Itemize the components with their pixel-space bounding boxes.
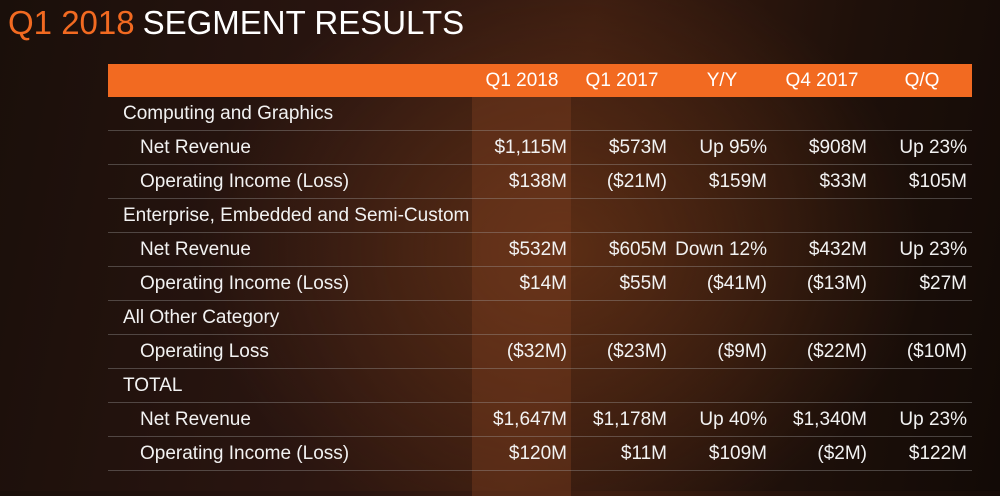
table-row: Operating Income (Loss) $120M $11M $109M ($2… xyxy=(108,436,972,471)
value-cell: $605M xyxy=(572,232,672,267)
value-cell xyxy=(872,300,972,335)
value-cell: $105M xyxy=(872,164,972,199)
value-cell: $573M xyxy=(572,130,672,165)
header-cell: Q1 2017 xyxy=(572,64,672,97)
value-cell: ($23M) xyxy=(572,334,672,369)
value-cell xyxy=(872,368,972,403)
table-row: Operating Income (Loss) $138M ($21M) $159M $… xyxy=(108,164,972,199)
value-cell xyxy=(672,198,772,233)
value-cell: Up 23% xyxy=(872,232,972,267)
header-cell: Q1 2018 xyxy=(472,64,572,97)
table-row: Net Revenue $532M $605M Down 12% $432M Up 23% xyxy=(108,232,972,267)
value-cell xyxy=(672,300,772,335)
value-cell: ($32M) xyxy=(472,334,572,369)
row-label: Net Revenue xyxy=(108,130,472,165)
table-body: Computing and Graphics Net Revenue $1,115M… xyxy=(108,97,972,471)
group-label: All Other Category xyxy=(108,300,472,335)
group-row: Computing and Graphics xyxy=(108,97,972,131)
value-cell: Up 40% xyxy=(672,402,772,437)
header-row: Q1 2018 Q1 2017 Y/Y Q4 2017 Q/Q xyxy=(108,64,972,97)
value-cell xyxy=(472,368,572,403)
value-cell: ($21M) xyxy=(572,164,672,199)
header-cell: Q4 2017 xyxy=(772,64,872,97)
value-cell: $138M xyxy=(472,164,572,199)
group-row: Enterprise, Embedded and Semi-Custom xyxy=(108,198,972,233)
value-cell: $1,178M xyxy=(572,402,672,437)
value-cell xyxy=(772,198,872,233)
table-row: Net Revenue $1,647M $1,178M Up 40% $1,340M Up… xyxy=(108,402,972,437)
value-cell: Up 23% xyxy=(872,402,972,437)
group-label: Computing and Graphics xyxy=(108,97,472,131)
row-label: Net Revenue xyxy=(108,402,472,437)
value-cell: ($2M) xyxy=(772,436,872,471)
value-cell: ($22M) xyxy=(772,334,872,369)
value-cell xyxy=(772,97,872,131)
value-cell: ($9M) xyxy=(672,334,772,369)
row-label: Operating Income (Loss) xyxy=(108,266,472,301)
value-cell xyxy=(872,97,972,131)
value-cell: $1,647M xyxy=(472,402,572,437)
value-cell: $33M xyxy=(772,164,872,199)
value-cell: $908M xyxy=(772,130,872,165)
value-cell: $14M xyxy=(472,266,572,301)
value-cell: Down 12% xyxy=(672,232,772,267)
value-cell xyxy=(872,198,972,233)
value-cell: $432M xyxy=(772,232,872,267)
header-cell: Y/Y xyxy=(672,64,772,97)
value-cell xyxy=(472,97,572,131)
value-cell: Up 23% xyxy=(872,130,972,165)
slide-title: Q1 2018 SEGMENT RESULTS xyxy=(8,0,464,46)
row-label: Net Revenue xyxy=(108,232,472,267)
table-row: Operating Income (Loss) $14M $55M ($41M) ($1… xyxy=(108,266,972,301)
row-label: Operating Income (Loss) xyxy=(108,436,472,471)
value-cell xyxy=(672,97,772,131)
value-cell: $1,115M xyxy=(472,130,572,165)
title-main: SEGMENT RESULTS xyxy=(142,4,465,41)
value-cell xyxy=(472,300,572,335)
row-label: Operating Loss xyxy=(108,334,472,369)
segment-results-table: Q1 2018 Q1 2017 Y/Y Q4 2017 Q/Q Computing an… xyxy=(108,64,972,496)
table-row: Net Revenue $1,115M $573M Up 95% $908M Up 23% xyxy=(108,130,972,165)
value-cell xyxy=(572,368,672,403)
value-cell: $109M xyxy=(672,436,772,471)
group-row: All Other Category xyxy=(108,300,972,335)
value-cell: $532M xyxy=(472,232,572,267)
value-cell: ($10M) xyxy=(872,334,972,369)
title-accent: Q1 2018 xyxy=(8,4,135,41)
group-label: Enterprise, Embedded and Semi-Custom xyxy=(108,198,472,233)
group-label: TOTAL xyxy=(108,368,472,403)
value-cell: ($13M) xyxy=(772,266,872,301)
value-cell: $159M xyxy=(672,164,772,199)
value-cell xyxy=(472,198,572,233)
header-cell: Q/Q xyxy=(872,64,972,97)
value-cell: $55M xyxy=(572,266,672,301)
header-cell-label xyxy=(108,64,472,97)
value-cell: $1,340M xyxy=(772,402,872,437)
value-cell: $122M xyxy=(872,436,972,471)
group-row: TOTAL xyxy=(108,368,972,403)
value-cell xyxy=(572,97,672,131)
value-cell xyxy=(572,198,672,233)
results-table: Q1 2018 Q1 2017 Y/Y Q4 2017 Q/Q Computing an… xyxy=(108,64,972,471)
value-cell: $11M xyxy=(572,436,672,471)
value-cell xyxy=(572,300,672,335)
value-cell xyxy=(772,300,872,335)
table-header: Q1 2018 Q1 2017 Y/Y Q4 2017 Q/Q xyxy=(108,64,972,97)
value-cell: $27M xyxy=(872,266,972,301)
value-cell: Up 95% xyxy=(672,130,772,165)
value-cell xyxy=(772,368,872,403)
value-cell: $120M xyxy=(472,436,572,471)
value-cell xyxy=(672,368,772,403)
row-label: Operating Income (Loss) xyxy=(108,164,472,199)
value-cell: ($41M) xyxy=(672,266,772,301)
table-row: Operating Loss ($32M) ($23M) ($9M) ($22M) ($1… xyxy=(108,334,972,369)
